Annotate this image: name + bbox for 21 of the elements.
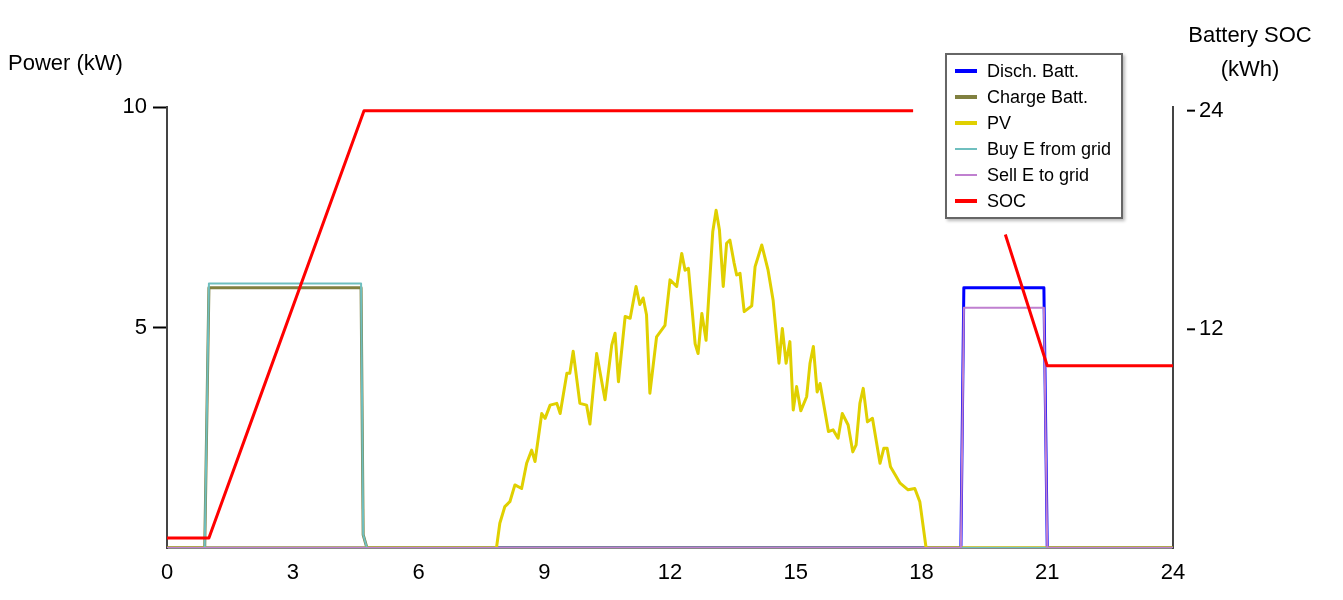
x-tick-label: 24 [1160, 559, 1186, 585]
legend-label: PV [986, 112, 1011, 135]
y-tick-label: 10 [122, 93, 147, 119]
legend-label: Charge Batt. [986, 86, 1089, 109]
x-tick-label: 12 [657, 559, 683, 585]
x-tick-label: 0 [160, 559, 174, 585]
y-tick-label: 5 [134, 313, 147, 339]
x-tick-label: 15 [783, 559, 808, 585]
y2-tick-label: 24 [1199, 96, 1224, 122]
y-axis-title: Power (kW) [8, 50, 123, 76]
legend-label: Buy E from grid [986, 138, 1111, 161]
y2-axis-title: Battery SOC (kWh) [1187, 21, 1313, 83]
x-tick-label: 3 [286, 559, 299, 585]
x-tick-label: 9 [538, 559, 551, 585]
x-tick-label: 6 [412, 559, 425, 585]
y2-tick-label: 12 [1199, 315, 1224, 341]
x-tick-label: 18 [909, 559, 934, 585]
legend-label: SOC [986, 190, 1026, 213]
x-tick-label: 21 [1035, 559, 1060, 585]
legend-label: Disch. Batt. [986, 60, 1079, 83]
legend-label: Sell E to grid [986, 164, 1090, 187]
